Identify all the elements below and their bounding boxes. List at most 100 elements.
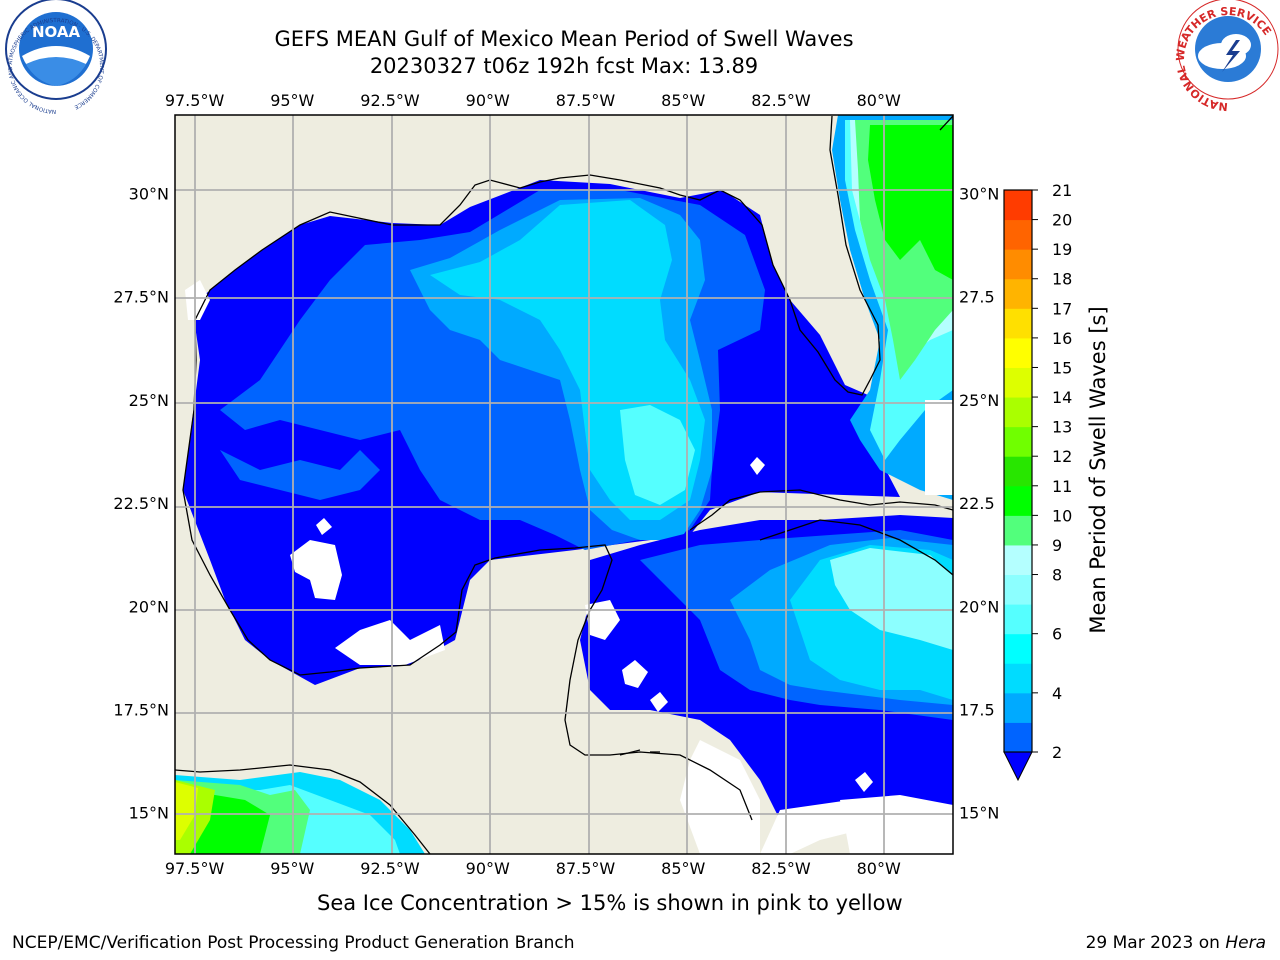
x-tick-label-top: 92.5°W — [360, 91, 420, 110]
colorbar-tick-label: 13 — [1052, 418, 1072, 437]
colorbar-swatch — [1004, 633, 1032, 664]
colorbar-outline — [1003, 189, 1033, 753]
colorbar-tick-label: 21 — [1052, 181, 1072, 200]
colorbar-swatch — [1004, 278, 1032, 309]
caribbean-missing-data-2 — [622, 660, 648, 688]
atlantic-missing-data — [925, 400, 953, 495]
pacific-swell-13-14 — [175, 782, 198, 840]
gulf-swell-2-3-b — [220, 450, 380, 500]
colorbar-tick-label: 11 — [1052, 477, 1072, 496]
y-tick-label-right: 25°N — [959, 391, 999, 410]
x-axis-bottom: 97.5°W 95°W 92.5°W 90°W 87.5°W 85°W 82.5°W 80°W — [165, 859, 901, 878]
colorbar-swatch — [1004, 219, 1032, 250]
y-tick-label-left: 30°N — [129, 184, 169, 203]
gulf-missing-data-4 — [750, 457, 765, 475]
colorbar-tick-label: 2 — [1052, 743, 1062, 762]
colorbar-swatch — [1004, 397, 1032, 428]
footer-machine: Hera — [1225, 933, 1266, 953]
x-tick-label-bottom: 80°W — [857, 859, 901, 878]
colorbar-swatch — [1004, 367, 1032, 398]
colorbar-tick-label: 16 — [1052, 329, 1072, 348]
x-tick-label-bottom: 90°W — [466, 859, 510, 878]
footer-date: 29 Mar 2023 on Hera — [1086, 933, 1266, 953]
colorbar-swatch — [1004, 663, 1032, 694]
colorbar-swatch — [1004, 604, 1032, 635]
colorbar-tick-label: 17 — [1052, 299, 1072, 318]
noaa-center-text: NOAA — [32, 23, 81, 41]
caribbean-missing-data-7 — [855, 772, 873, 792]
map-frame — [174, 114, 954, 855]
caribbean-missing-data-6 — [840, 795, 953, 854]
colorbar-tick-label: 20 — [1052, 211, 1072, 230]
gulf-missing-data-2 — [335, 620, 445, 665]
x-tick-label-bottom: 95°W — [270, 859, 314, 878]
x-tick-label-top: 85°W — [661, 91, 705, 110]
grid-lines — [175, 115, 953, 854]
x-tick-label-bottom: 87.5°W — [556, 859, 616, 878]
colorbar-swatch — [1004, 574, 1032, 605]
colorbar-tick-label: 18 — [1052, 270, 1072, 289]
colorbar-tick-label: 6 — [1052, 625, 1062, 644]
colorbar-tick-label: 14 — [1052, 388, 1072, 407]
x-tick-label-bottom: 82.5°W — [751, 859, 811, 878]
footer-credit: NCEP/EMC/Verification Post Processing Pr… — [12, 933, 575, 953]
nws-logo: NATIONAL WEATHER SERVICE — [1174, 0, 1279, 113]
y-axis-right: 30°N 27.5 25°N 22.5 20°N 17.5 15°N — [959, 184, 999, 822]
y-tick-label-left: 17.5°N — [113, 701, 169, 720]
map-area — [175, 115, 953, 854]
colorbar-swatch — [1004, 485, 1032, 516]
y-axis-left: 30°N 27.5°N 25°N 22.5°N 20°N 17.5°N 15°N — [113, 184, 169, 822]
y-tick-label-right: 20°N — [959, 597, 999, 616]
colorbar-swatch — [1004, 544, 1032, 576]
colorbar-swatch — [1004, 249, 1032, 280]
colorbar-swatch — [1004, 515, 1032, 546]
y-tick-label-right: 22.5 — [959, 494, 995, 513]
x-tick-label-top: 95°W — [270, 91, 314, 110]
colorbar-swatch — [1004, 456, 1032, 487]
caribbean-missing-data-3 — [650, 692, 668, 712]
y-tick-label-left: 25°N — [129, 391, 169, 410]
x-axis-top: 97.5°W 95°W 92.5°W 90°W 87.5°W 85°W 82.5°W 80°W — [165, 91, 901, 110]
colorbar-tick-label: 15 — [1052, 358, 1072, 377]
y-tick-label-left: 15°N — [129, 804, 169, 823]
y-tick-label-right: 27.5 — [959, 288, 995, 307]
gulf-missing-data-1 — [290, 540, 342, 600]
caribbean-swell-6-8 — [830, 548, 953, 650]
colorbar-swatch — [1004, 337, 1032, 368]
colorbar-swatch — [1004, 692, 1032, 723]
colorbar-swatch — [1004, 426, 1032, 457]
atlantic-swell-10-11 — [868, 125, 953, 280]
colorbar-swatch — [1004, 308, 1032, 339]
gulf-missing-data-5 — [185, 280, 210, 320]
gulf-missing-data-3 — [316, 518, 332, 535]
footer-date-text: 29 Mar 2023 on — [1085, 933, 1226, 953]
colorbar-tick-label: 10 — [1052, 506, 1072, 525]
x-tick-label-top: 97.5°W — [165, 91, 225, 110]
y-tick-label-right: 17.5 — [959, 701, 995, 720]
y-tick-label-left: 22.5°N — [113, 494, 169, 513]
x-tick-label-top: 80°W — [857, 91, 901, 110]
colorbar: 2 4 6 8 9 10 11 12 13 14 15 16 17 18 19 20 21 — [1003, 181, 1072, 782]
chart-subtitle: 20230327 t06z 192h fcst Max: 13.89 — [369, 54, 759, 78]
caribbean-missing-data-4 — [680, 740, 760, 854]
y-tick-label-left: 27.5°N — [113, 288, 169, 307]
colorbar-tick-label: 9 — [1052, 536, 1062, 555]
colorbar-swatch — [1004, 722, 1032, 753]
x-tick-label-top: 87.5°W — [556, 91, 616, 110]
chart-title: GEFS MEAN Gulf of Mexico Mean Period of … — [274, 27, 854, 51]
colorbar-extend-min — [1003, 751, 1033, 782]
x-tick-label-top: 90°W — [466, 91, 510, 110]
x-tick-label-bottom: 85°W — [661, 859, 705, 878]
x-tick-label-bottom: 97.5°W — [165, 859, 225, 878]
x-tick-label-top: 82.5°W — [751, 91, 811, 110]
y-tick-label-right: 30°N — [959, 184, 999, 203]
colorbar-tick-label: 8 — [1052, 566, 1062, 585]
y-tick-label-right: 15°N — [959, 804, 999, 823]
gulf-swell-6-7 — [620, 405, 695, 505]
colorbar-tick-label: 12 — [1052, 447, 1072, 466]
colorbar-tick-label: 4 — [1052, 684, 1062, 703]
colorbar-label: Mean Period of Swell Waves [s] — [1086, 306, 1110, 633]
y-tick-label-left: 20°N — [129, 597, 169, 616]
noaa-logo: NOAA NATIONAL OCEANIC AND ATMOSPHERIC AD… — [5, 0, 107, 114]
